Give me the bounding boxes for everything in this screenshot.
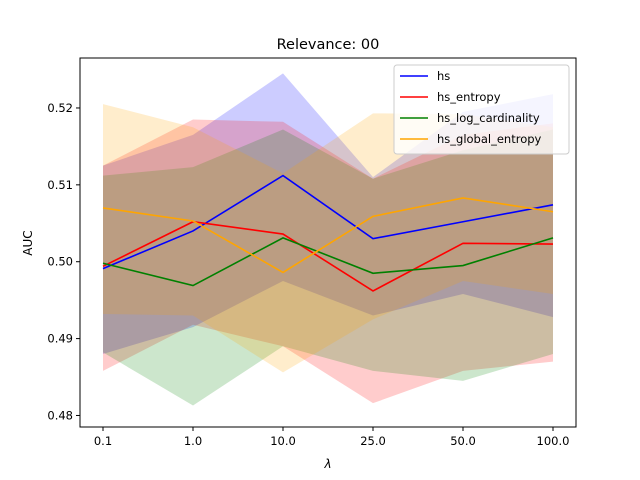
y-tick-label: 0.48 bbox=[47, 408, 73, 422]
chart-title: Relevance: 00 bbox=[277, 37, 380, 53]
x-axis-label: λ bbox=[323, 457, 331, 471]
y-axis: 0.48 0.49 0.50 0.51 0.52 bbox=[47, 101, 80, 422]
series-lines bbox=[102, 174, 554, 292]
band-hs-global-entropy bbox=[103, 104, 553, 373]
line-hs-entropy bbox=[102, 220, 554, 292]
x-tick-label: 10.0 bbox=[270, 434, 296, 448]
plot-frame bbox=[79, 57, 577, 428]
x-tick-label: 25.0 bbox=[360, 434, 386, 448]
line-hs bbox=[102, 174, 554, 270]
x-tick-label: 0.1 bbox=[94, 434, 112, 448]
legend-label-hs-entropy: hs_entropy bbox=[437, 90, 501, 104]
x-axis: 0.1 1.0 10.0 25.0 50.0 100.0 bbox=[94, 427, 570, 448]
y-tick-label: 0.49 bbox=[47, 332, 73, 346]
legend: hs hs_entropy hs_log_cardinality hs_global_… bbox=[393, 64, 570, 155]
legend-label-hs-log-cardinality: hs_log_cardinality bbox=[437, 111, 540, 125]
y-tick-label: 0.50 bbox=[47, 255, 73, 269]
line-hs-global-entropy bbox=[102, 197, 554, 274]
x-tick-label: 100.0 bbox=[537, 434, 570, 448]
legend-label-hs: hs bbox=[437, 69, 450, 83]
y-tick-label: 0.52 bbox=[47, 101, 73, 115]
legend-box bbox=[393, 64, 570, 155]
legend-label-hs-global-entropy: hs_global_entropy bbox=[437, 132, 542, 146]
y-axis-label: AUC bbox=[21, 230, 35, 255]
band-hs-log-cardinality bbox=[103, 129, 553, 406]
line-hs-log-cardinality bbox=[102, 237, 554, 287]
y-tick-label: 0.51 bbox=[47, 178, 73, 192]
band-hs-entropy bbox=[103, 119, 553, 404]
x-tick-label: 1.0 bbox=[184, 434, 202, 448]
x-tick-label: 50.0 bbox=[450, 434, 476, 448]
